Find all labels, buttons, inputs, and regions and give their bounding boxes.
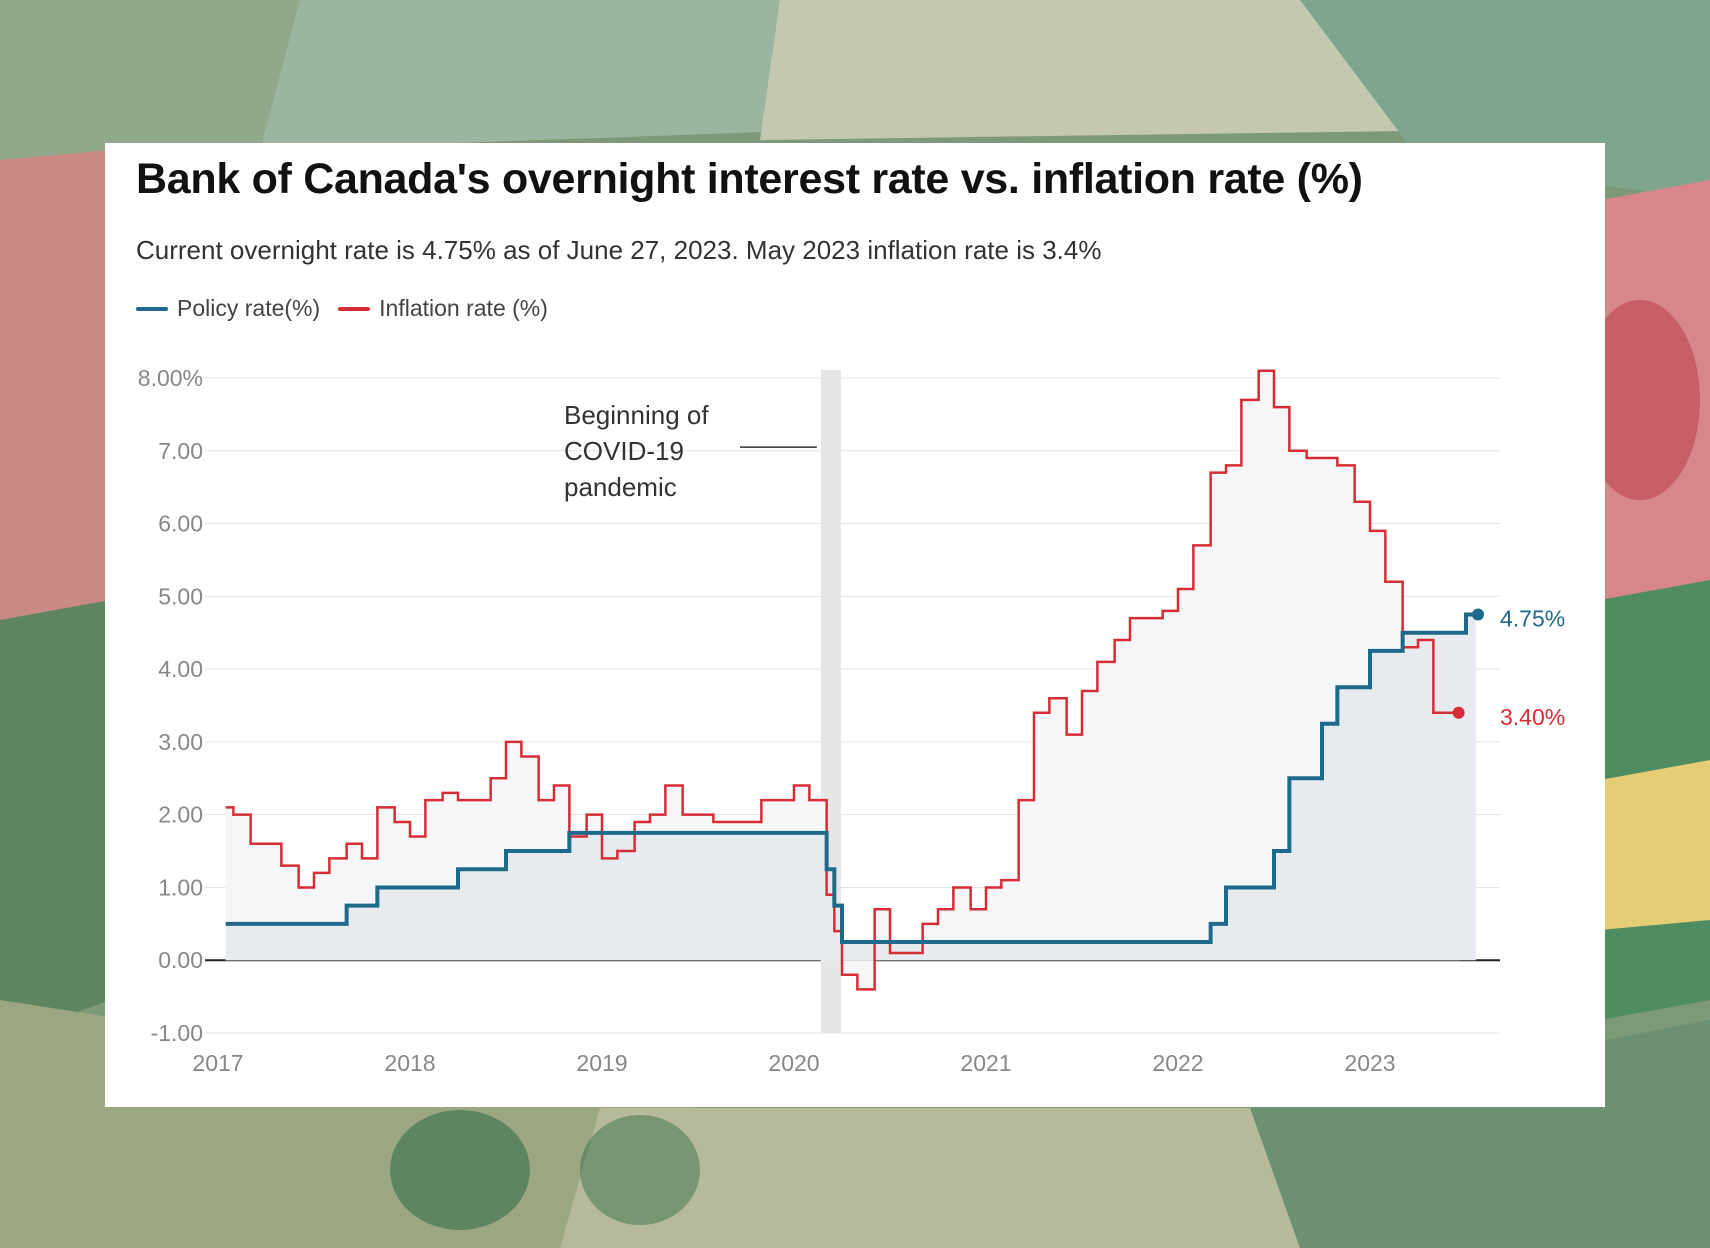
y-tick-label: 6.00: [158, 511, 203, 537]
x-tick-label: 2019: [576, 1050, 627, 1076]
chart-subtitle: Current overnight rate is 4.75% as of Ju…: [136, 235, 1102, 265]
y-tick-label: 2.00: [158, 802, 203, 828]
y-tick-label: 8.00%: [138, 365, 203, 391]
y-tick-label: 0.00: [158, 947, 203, 973]
inflation-end-dot: [1452, 706, 1465, 719]
y-tick-label: 5.00: [158, 583, 203, 609]
legend-label-policy: Policy rate(%): [177, 295, 321, 321]
annotation-line: pandemic: [564, 472, 677, 502]
y-tick-label: 7.00: [158, 438, 203, 464]
legend-swatch-policy: [136, 306, 168, 311]
legend-item-inflation: Inflation rate (%): [338, 295, 548, 322]
x-tick-label: 2022: [1152, 1050, 1203, 1076]
x-tick-label: 2017: [192, 1050, 243, 1076]
chart-plot: 8.00% 7.00 6.00 5.00 4.00 3.00 2.00 1.00 0.00 -1.…: [138, 365, 1565, 1076]
y-tick-label: -1.00: [151, 1020, 203, 1046]
legend-swatch-inflation: [338, 306, 371, 311]
x-tick-label: 2021: [960, 1050, 1011, 1076]
legend-item-policy: Policy rate(%): [136, 295, 320, 322]
policy-line: [225, 612, 1476, 945]
chart-title: Bank of Canada's overnight interest rate…: [136, 155, 1363, 203]
inflation-area: [225, 370, 1459, 990]
annotation-line: COVID-19: [564, 436, 684, 466]
chart-card: Bank of Canada's overnight interest rate…: [105, 143, 1605, 1107]
annotation-line: Beginning of: [564, 400, 709, 430]
y-tick-label: 3.00: [158, 729, 203, 755]
legend-label-inflation: Inflation rate (%): [379, 295, 548, 321]
inflation-line: [225, 369, 1459, 991]
legend: Policy rate(%) Inflation rate (%): [136, 295, 548, 322]
policy-end-label: 4.75%: [1500, 606, 1565, 632]
y-tick-label: 1.00: [158, 874, 203, 900]
policy-end-dot: [1472, 608, 1484, 621]
inflation-end-label: 3.40%: [1500, 704, 1565, 730]
y-tick-label: 4.00: [158, 656, 203, 682]
x-tick-label: 2020: [768, 1050, 819, 1076]
policy-area: [225, 614, 1477, 961]
x-tick-label: 2018: [384, 1050, 435, 1076]
x-tick-label: 2023: [1344, 1050, 1395, 1076]
